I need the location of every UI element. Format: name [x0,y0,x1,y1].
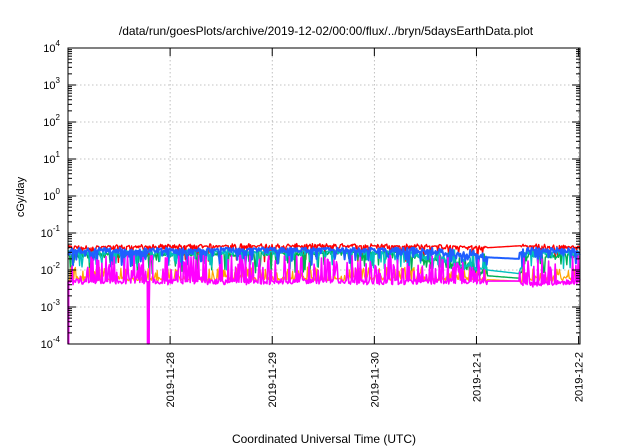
x-tick-label: 2019-12-1 [471,352,483,402]
y-tick-base: 10 [43,191,55,203]
plot-frame [67,47,581,345]
y-tick-label: 100 [43,187,60,203]
y-tick-label: 10-3 [41,298,61,314]
y-tick-label: 101 [43,150,60,166]
chart-title: /data/run/goesPlots/archive/2019-12-02/0… [119,24,534,38]
y-tick-exponent: 0 [56,187,61,196]
x-tick-label: 2019-11-28 [165,352,177,407]
series-line [67,249,580,275]
y-axis-label: cGy/day [15,176,27,217]
y-tick-label: 10-2 [41,261,61,277]
x-axis-label: Coordinated Universal Time (UTC) [232,432,416,446]
x-axis-ticks: 2019-11-28 2019-11-29 2019-11-30 2019-12-1 2… [165,48,586,407]
y-tick-label: 103 [43,76,60,92]
y-tick-exponent: -4 [53,335,61,344]
y-tick-exponent: 4 [56,39,61,48]
y-tick-exponent: 1 [56,150,61,159]
series-line [68,254,581,345]
y-tick-base: 10 [41,265,53,277]
y-tick-label: 102 [43,113,60,129]
x-tick-label: 2019-12-2 [574,352,586,402]
y-tick-exponent: -1 [53,224,61,233]
y-tick-exponent: 2 [56,113,61,122]
series-group [67,242,581,345]
series-line [67,246,581,268]
y-tick-label: 104 [43,39,60,55]
y-tick-base: 10 [41,302,53,314]
y-tick-label: 10-1 [41,224,61,240]
y-tick-base: 10 [43,154,55,166]
y-tick-base: 10 [43,80,55,92]
y-tick-base: 10 [43,43,55,55]
y-tick-exponent: -2 [53,261,61,270]
series-line [67,242,581,263]
y-tick-base: 10 [41,339,53,351]
y-tick-exponent: -3 [53,298,61,307]
y-tick-base: 10 [43,117,55,129]
x-tick-label: 2019-11-29 [267,352,279,407]
y-tick-base: 10 [41,228,53,240]
y-tick-label: 10-4 [41,335,61,351]
y-tick-exponent: 3 [56,76,61,85]
grid-lines [68,48,580,344]
x-tick-label: 2019-11-30 [369,352,381,407]
